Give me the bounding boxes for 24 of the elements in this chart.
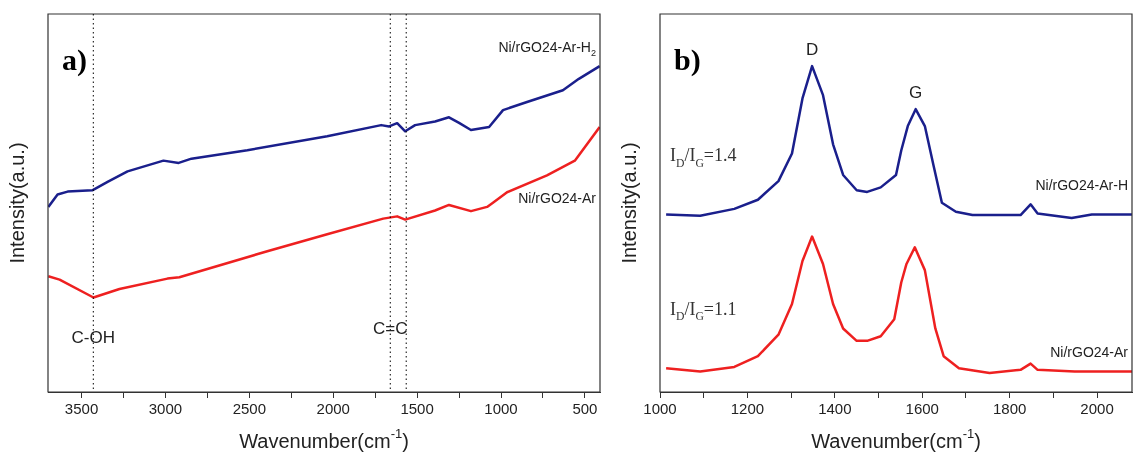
x-tick-label: 1600 bbox=[905, 400, 939, 418]
series-label: Ni/rGO24-Ar bbox=[518, 190, 597, 207]
x-tick-label: 500 bbox=[572, 400, 598, 418]
x-tick-label: 1500 bbox=[400, 400, 434, 418]
x-tick-label: 1000 bbox=[484, 400, 518, 418]
x-tick-label: 2500 bbox=[232, 400, 267, 418]
x-tick-label: 3500 bbox=[64, 400, 99, 418]
annotation: C-OH bbox=[71, 327, 116, 347]
annotation: G bbox=[909, 82, 923, 102]
annotation: D bbox=[805, 39, 819, 59]
x-tick-label: 1000 bbox=[643, 400, 677, 418]
annotation: C=C bbox=[373, 319, 408, 339]
y-axis-title: Intensity(a.u.) bbox=[617, 142, 640, 264]
x-tick-label: 2000 bbox=[1080, 400, 1114, 418]
series-label: Ni/rGO24-Ar bbox=[1050, 344, 1129, 361]
x-tick-label: 1800 bbox=[992, 400, 1027, 418]
x-tick-label: 1200 bbox=[730, 400, 765, 418]
series-label: Ni/rGO24-Ar-H bbox=[1035, 177, 1128, 194]
chart-title: a) bbox=[62, 42, 87, 77]
y-axis-title: Intensity(a.u.) bbox=[5, 142, 28, 264]
x-tick-label: 2000 bbox=[316, 400, 350, 418]
x-tick-label: 3000 bbox=[148, 400, 183, 418]
chart-title: b) bbox=[674, 42, 701, 77]
x-tick-label: 1400 bbox=[818, 400, 852, 418]
